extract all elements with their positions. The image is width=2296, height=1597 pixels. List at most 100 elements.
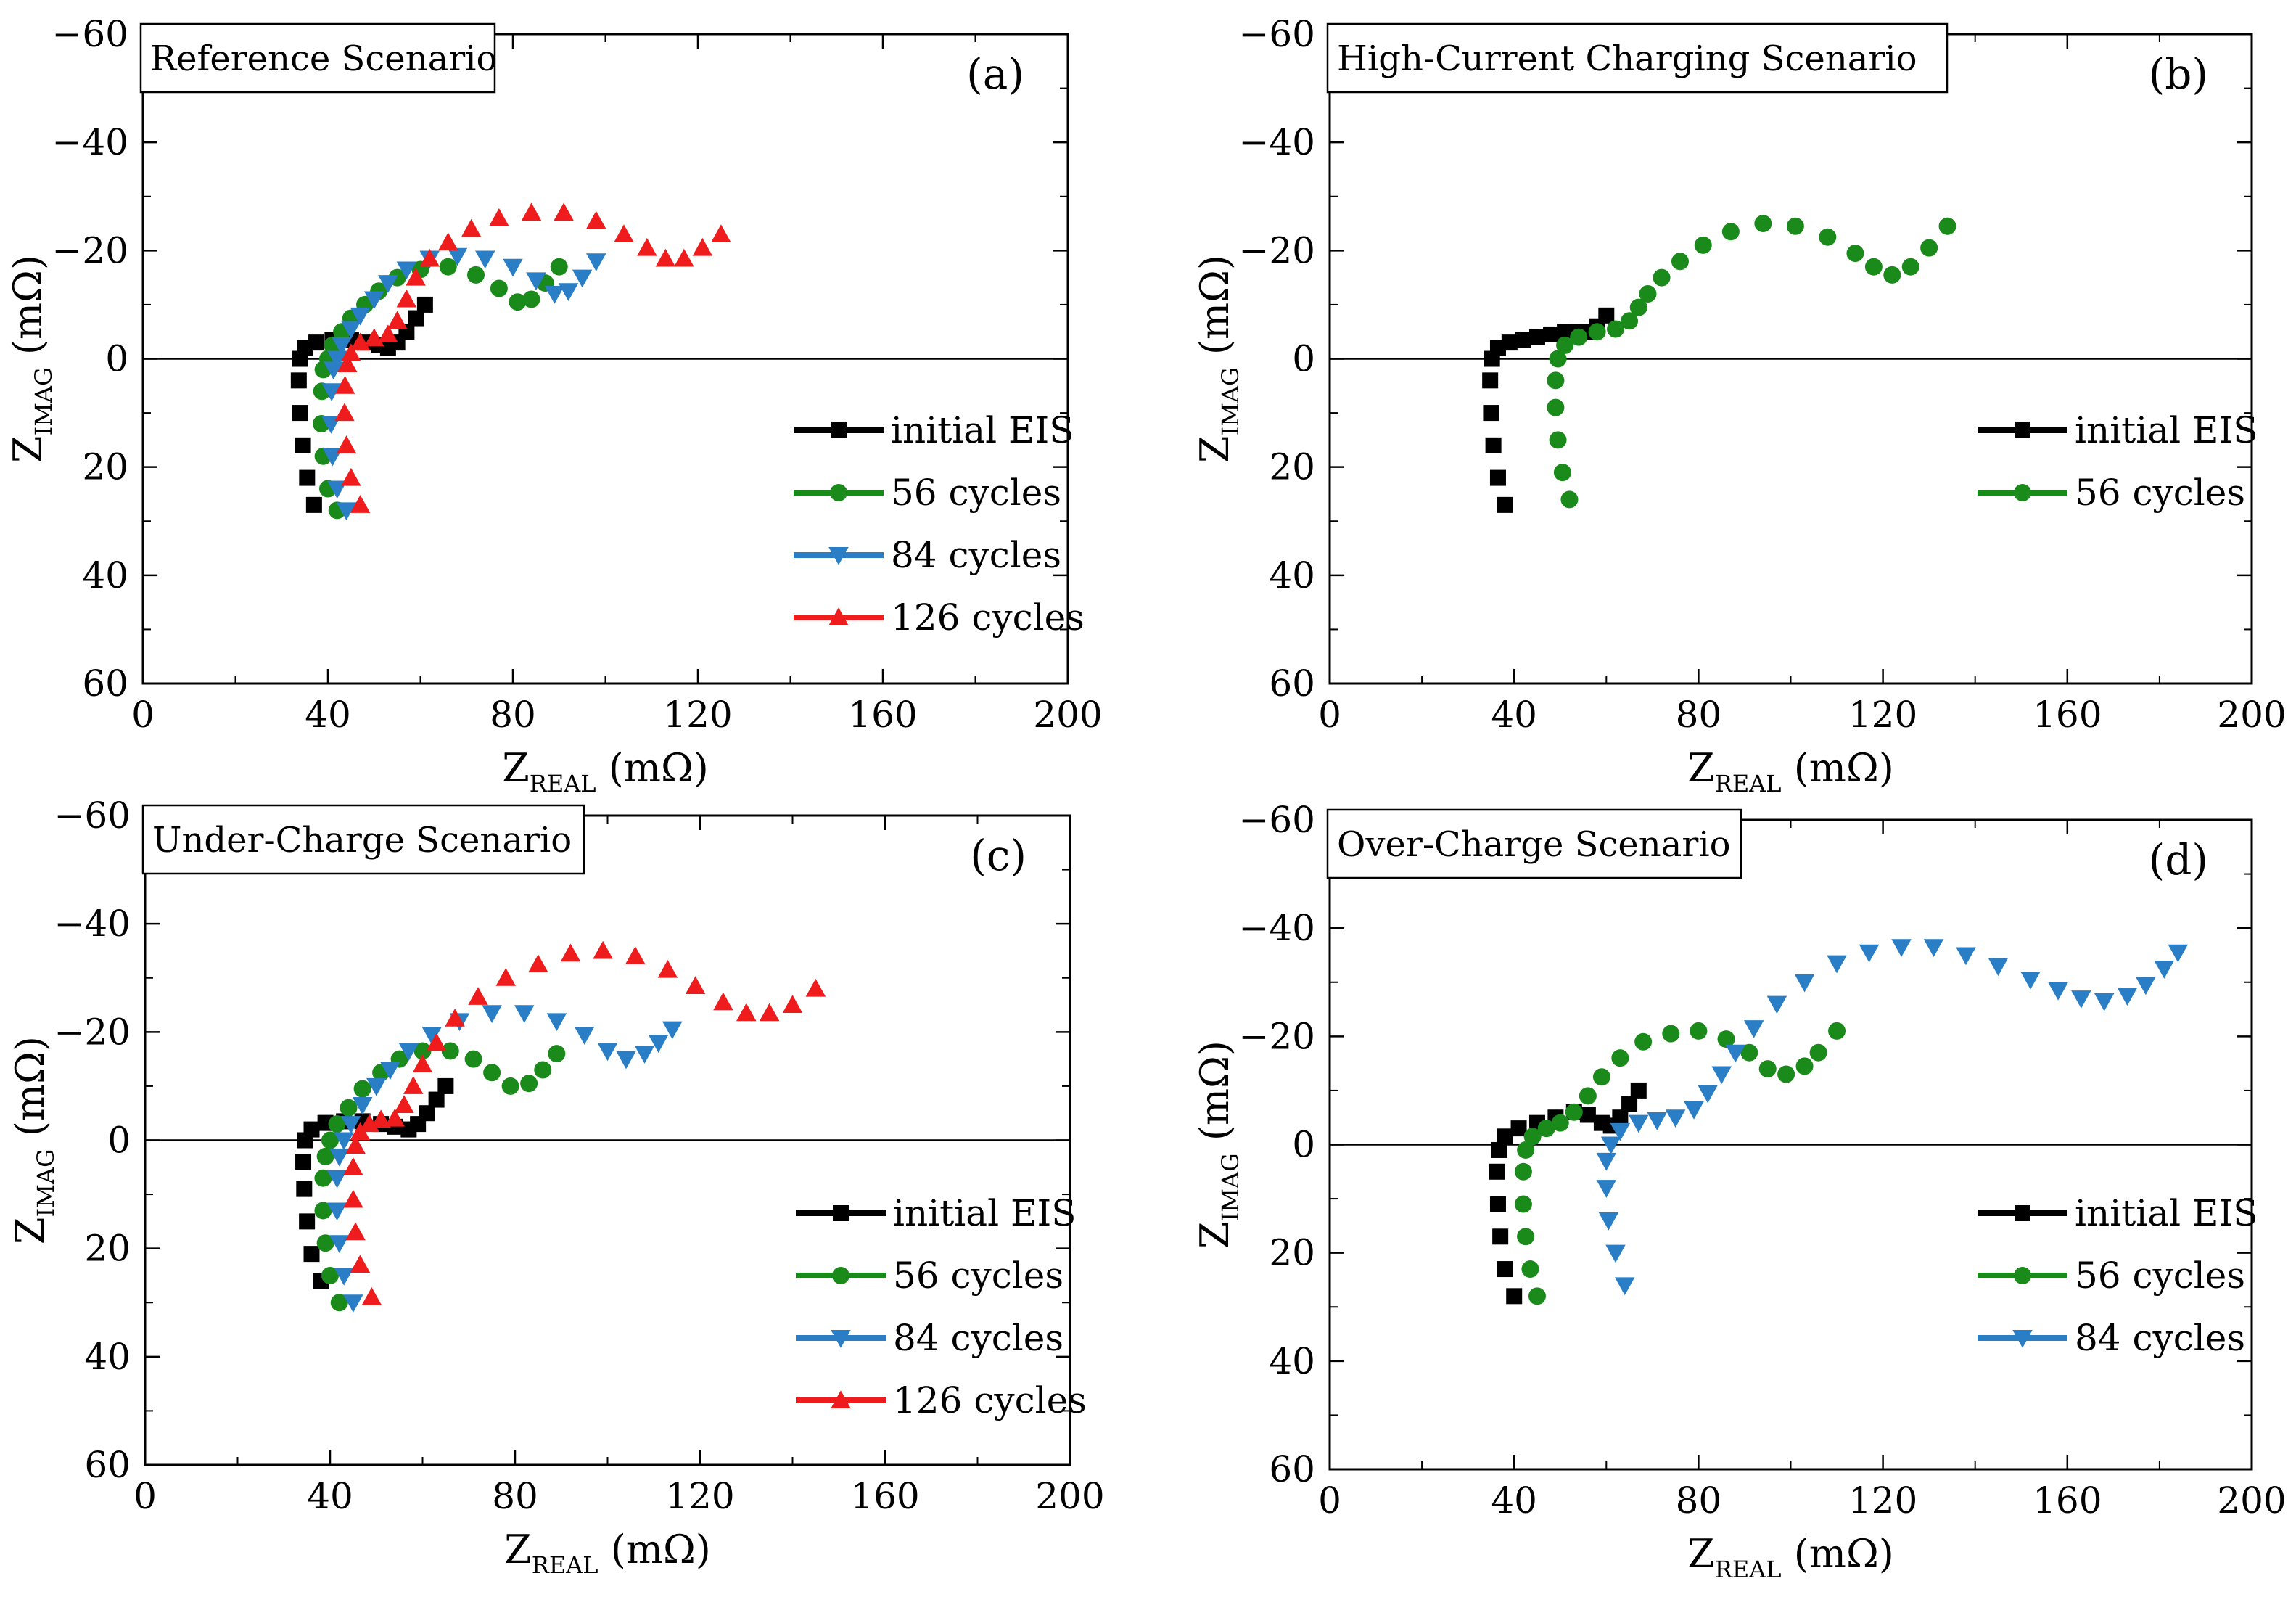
data-point xyxy=(316,1147,334,1165)
data-point xyxy=(421,1027,442,1045)
y-tick-label: 60 xyxy=(1269,1448,1315,1490)
data-point xyxy=(1809,1043,1827,1062)
data-point xyxy=(1515,332,1531,348)
data-point xyxy=(692,237,713,256)
legend-label: 56 cycles xyxy=(2075,472,2245,514)
data-point xyxy=(550,258,568,276)
data-point xyxy=(403,1076,424,1094)
data-point xyxy=(1828,1022,1846,1040)
data-point xyxy=(1596,1152,1617,1171)
data-point xyxy=(340,1116,361,1134)
x-tick-label: 40 xyxy=(305,694,351,736)
data-point xyxy=(299,1213,316,1230)
data-point xyxy=(1614,1277,1635,1296)
y-tick-label: 40 xyxy=(82,554,128,596)
data-point xyxy=(416,296,433,313)
y-tick-label: 60 xyxy=(82,662,128,705)
data-point xyxy=(329,1235,350,1253)
data-point xyxy=(1923,939,1944,958)
data-point xyxy=(534,1061,552,1079)
data-point xyxy=(1549,431,1567,449)
x-tick-label: 200 xyxy=(1033,694,1102,736)
data-point xyxy=(514,1005,535,1023)
data-point xyxy=(1482,372,1499,389)
legend-marker xyxy=(831,422,847,438)
data-point xyxy=(711,224,731,242)
y-tick-label: −60 xyxy=(52,13,128,55)
data-point xyxy=(353,1080,371,1098)
x-tick-label: 0 xyxy=(1318,1479,1341,1522)
data-point xyxy=(1647,1112,1667,1130)
x-tick-label: 80 xyxy=(1676,1479,1722,1522)
data-point xyxy=(1570,328,1588,346)
legend-label: 84 cycles xyxy=(2075,1317,2245,1359)
data-point xyxy=(1639,285,1657,303)
data-point xyxy=(412,1054,433,1073)
data-point xyxy=(2020,972,2041,990)
data-point xyxy=(1537,1120,1555,1138)
data-point xyxy=(2136,977,2156,995)
data-point xyxy=(1864,258,1883,276)
data-point xyxy=(378,324,398,342)
data-point xyxy=(445,1008,465,1027)
data-point xyxy=(1629,1114,1649,1133)
data-point xyxy=(593,940,613,959)
data-point xyxy=(398,1043,419,1062)
data-point xyxy=(1517,1228,1535,1246)
data-point xyxy=(509,293,527,311)
data-point xyxy=(329,1148,350,1167)
data-point xyxy=(330,1294,348,1312)
data-point xyxy=(483,1064,501,1082)
data-point xyxy=(1846,245,1864,263)
data-point xyxy=(625,946,646,964)
data-point xyxy=(634,1046,655,1064)
data-point xyxy=(521,202,542,221)
data-point xyxy=(1777,1065,1795,1083)
scenario-title: Over-Charge Scenario xyxy=(1337,824,1731,865)
data-point xyxy=(1596,1180,1617,1198)
scenario-title-box xyxy=(141,804,585,875)
series-c84 xyxy=(1596,939,2189,1296)
y-tick-label: 60 xyxy=(84,1444,131,1486)
data-point xyxy=(337,354,358,372)
y-tick-label: 0 xyxy=(1292,1124,1315,1166)
y-tick-label: −20 xyxy=(54,1011,131,1053)
data-point xyxy=(1600,1136,1621,1155)
data-point xyxy=(1901,258,1919,276)
data-point xyxy=(1551,1114,1569,1132)
data-point xyxy=(546,1013,567,1032)
data-point xyxy=(350,307,371,326)
scenario-title: High-Current Charging Scenario xyxy=(1337,38,1917,79)
data-point xyxy=(1497,1128,1513,1145)
data-point xyxy=(2048,982,2068,1001)
data-point xyxy=(308,334,325,351)
data-point xyxy=(364,291,384,310)
y-axis-label: ZIMAG (mΩ) xyxy=(5,255,57,463)
data-point xyxy=(1629,298,1647,316)
legend-label: 56 cycles xyxy=(2075,1255,2245,1297)
series-c84 xyxy=(321,247,606,521)
data-point xyxy=(1988,958,2009,977)
legend-label: initial EIS xyxy=(893,1192,1076,1234)
data-point xyxy=(326,1202,347,1221)
legend-label: 56 cycles xyxy=(891,472,1061,514)
data-point xyxy=(1883,266,1901,284)
y-tick-label: −40 xyxy=(52,121,128,163)
data-point xyxy=(314,1202,332,1220)
data-point xyxy=(782,995,803,1014)
x-tick-label: 120 xyxy=(663,694,732,736)
data-point xyxy=(345,1222,366,1241)
data-point xyxy=(350,495,371,513)
data-point xyxy=(544,286,565,304)
data-point xyxy=(461,218,482,237)
panel-letter: (b) xyxy=(2149,49,2208,99)
data-point xyxy=(520,1075,538,1093)
data-point xyxy=(299,469,316,486)
data-point xyxy=(1698,1085,1718,1104)
data-point xyxy=(736,1003,757,1022)
data-point xyxy=(1684,1101,1704,1120)
data-point xyxy=(685,976,706,994)
y-tick-label: −60 xyxy=(1238,13,1315,55)
data-point xyxy=(1891,939,1912,958)
data-point xyxy=(1579,1107,1596,1123)
